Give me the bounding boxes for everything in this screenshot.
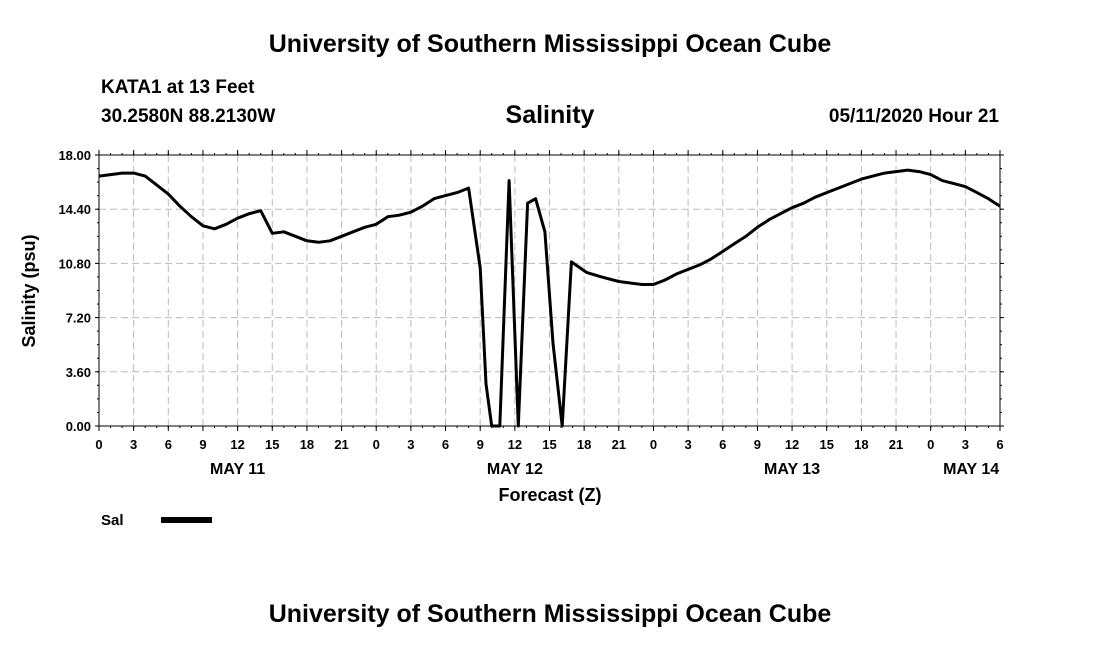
y-tick-label: 10.80 [58, 256, 91, 271]
x-tick-labels: 0 3 6 9 12 15 18 21 0 3 6 9 12 15 18 21 0 3 6 9 12 15 18 21 0 3 6 [95, 437, 1003, 452]
x-tick-label: 3 [407, 437, 414, 452]
x-tick-label: 12 [230, 437, 244, 452]
plot-frame [98, 154, 1001, 427]
page-title: University of Southern Mississippi Ocean… [268, 30, 832, 58]
y-tick-labels: 0.00 3.60 7.20 10.80 14.40 18.00 [58, 148, 91, 434]
x-tick-label: 3 [962, 437, 969, 452]
day-labels: MAY 11 MAY 12 MAY 13 MAY 14 [210, 461, 999, 478]
y-tick-label: 18.00 [58, 148, 91, 163]
x-tick-label: 15 [542, 437, 556, 452]
y-tick-label: 3.60 [66, 365, 91, 380]
x-tick-label: 0 [95, 437, 102, 452]
x-tick-label: 6 [719, 437, 726, 452]
x-tick-label: 0 [650, 437, 657, 452]
forecast-datetime: 05/11/2020 Hour 21 [828, 106, 999, 127]
series-line-sal [98, 168, 1001, 428]
x-tick-label: 15 [265, 437, 279, 452]
x-tick-label: 12 [508, 437, 522, 452]
x-tick-label: 3 [684, 437, 691, 452]
legend-label: Sal [101, 512, 124, 529]
day-label: MAY 13 [764, 461, 820, 478]
x-tick-label: 3 [130, 437, 137, 452]
x-tick-label: 9 [477, 437, 484, 452]
x-tick-label: 0 [373, 437, 380, 452]
x-tick-label: 21 [334, 437, 348, 452]
series-layer [98, 168, 1001, 428]
day-label: MAY 11 [210, 461, 265, 478]
day-label: MAY 12 [487, 461, 543, 478]
x-tick-label: 15 [819, 437, 833, 452]
x-tick-label: 9 [754, 437, 761, 452]
footer-title: University of Southern Mississippi Ocean… [268, 600, 832, 628]
x-tick-label: 18 [577, 437, 591, 452]
chart-title: Salinity [505, 101, 595, 129]
x-tick-label: 6 [996, 437, 1003, 452]
x-tick-label: 6 [165, 437, 172, 452]
station-coordinates: 30.2580N 88.2130W [101, 106, 276, 127]
station-label: KATA1 at 13 Feet [101, 77, 255, 98]
x-tick-label: 12 [785, 437, 799, 452]
x-tick-label: 18 [854, 437, 868, 452]
x-axis-title: Forecast (Z) [498, 485, 601, 505]
x-tick-label: 9 [199, 437, 206, 452]
y-axis-title: Salinity (psu) [19, 234, 39, 347]
y-tick-label: 0.00 [66, 419, 91, 434]
x-tick-label: 21 [889, 437, 903, 452]
x-tick-label: 21 [612, 437, 626, 452]
x-tick-label: 6 [442, 437, 449, 452]
y-tick-label: 7.20 [66, 311, 91, 326]
day-label: MAY 14 [943, 461, 999, 478]
x-tick-label: 18 [300, 437, 314, 452]
legend: Sal [101, 512, 212, 529]
y-tick-label: 14.40 [58, 202, 91, 217]
x-tick-label: 0 [927, 437, 934, 452]
